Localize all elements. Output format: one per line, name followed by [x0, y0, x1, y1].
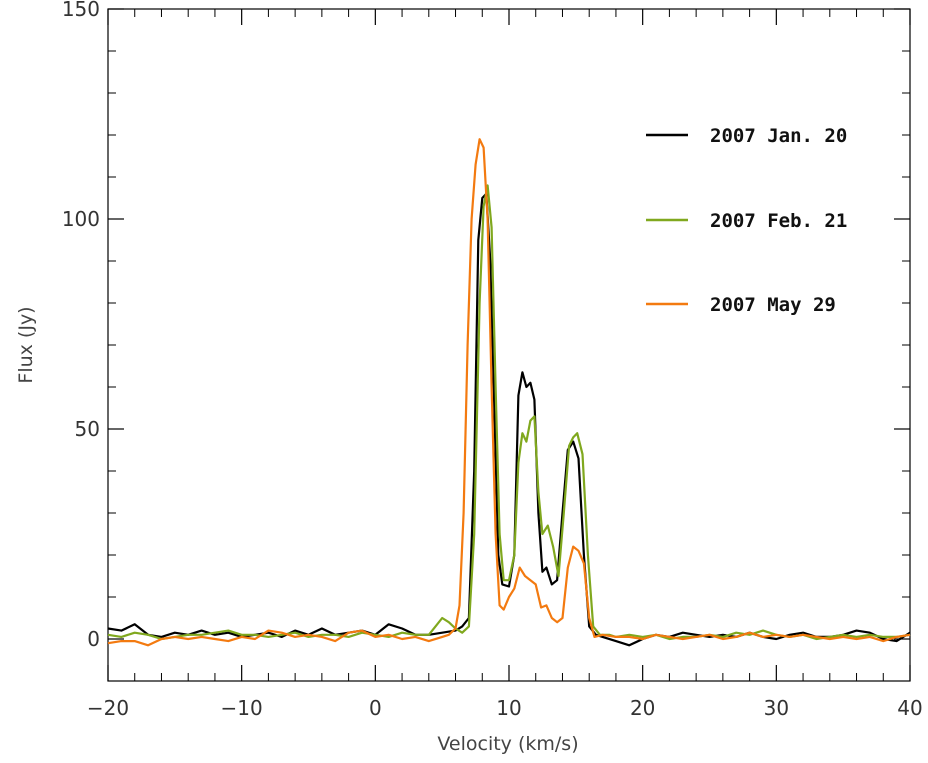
y-tick-label: 100: [62, 207, 100, 231]
legend-label: 2007 May 29: [710, 294, 836, 316]
series-line-2: [107, 184, 911, 641]
legend-label: 2007 Feb. 21: [710, 210, 847, 232]
x-tick-label: 20: [630, 696, 655, 720]
minor-ticks: [108, 9, 910, 682]
x-tick-label: −20: [87, 696, 129, 720]
x-tick-label: −10: [221, 696, 263, 720]
legend-label: 2007 Jan. 20: [710, 125, 847, 147]
x-tick-label: 10: [496, 696, 521, 720]
y-tick-label: 50: [75, 417, 100, 441]
series-layer: [107, 138, 911, 647]
y-tick-label: 150: [62, 0, 100, 21]
x-axis-ticks: −20 −10 0 10 20 30 40: [87, 9, 923, 720]
x-axis-title: Velocity (km/s): [437, 733, 578, 755]
x-tick-label: 0: [369, 696, 382, 720]
x-tick-label: 40: [897, 696, 922, 720]
y-tick-label: 0: [87, 627, 100, 651]
x-tick-label: 30: [764, 696, 789, 720]
y-axis-title: Flux (Jy): [15, 306, 37, 383]
legend: 2007 Jan. 20 2007 Feb. 21 2007 May 29: [646, 125, 847, 316]
series-line-3: [107, 138, 911, 647]
y-axis-ticks: 0 50 100 150: [62, 0, 910, 651]
